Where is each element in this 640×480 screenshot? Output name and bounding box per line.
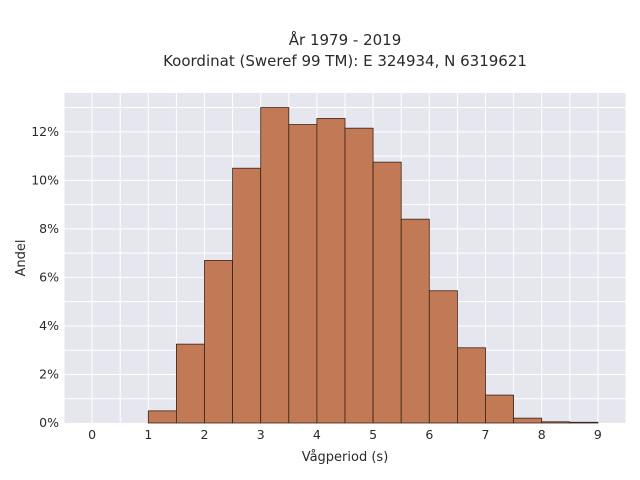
x-tick-label: 7: [482, 427, 490, 442]
histogram-bar: [204, 260, 234, 424]
histogram-bar: [428, 290, 458, 424]
histogram-bar: [485, 394, 515, 424]
y-tick-label: 12%: [31, 124, 59, 139]
histogram-bar: [541, 421, 571, 424]
histogram-bar: [456, 347, 486, 424]
histogram-bar: [175, 343, 205, 424]
chart-title-line2: Koordinat (Sweref 99 TM): E 324934, N 63…: [163, 52, 527, 70]
y-tick-labels: 0% 2% 4% 6% 8% 10% 12%: [31, 124, 59, 430]
x-tick-label: 4: [313, 427, 321, 442]
bars: [147, 107, 599, 424]
histogram-bar: [147, 410, 177, 424]
y-tick-label: 6%: [39, 269, 59, 284]
x-tick-label: 8: [538, 427, 546, 442]
x-tick-label: 1: [144, 427, 152, 442]
y-axis-label: Andel: [14, 240, 29, 277]
histogram-bar: [232, 167, 262, 424]
histogram-bar: [316, 118, 346, 424]
histogram-bar: [372, 161, 402, 424]
x-tick-labels: 0 1 2 3 4 5 6 7 8 9: [88, 427, 602, 442]
x-axis-label: Vågperiod (s): [302, 450, 389, 465]
y-tick-label: 8%: [39, 221, 59, 236]
histogram-bar: [260, 107, 290, 424]
x-tick-label: 9: [594, 427, 602, 442]
x-tick-label: 2: [201, 427, 209, 442]
chart-title-line1: År 1979 - 2019: [289, 30, 402, 49]
histogram-bar: [569, 421, 599, 424]
y-tick-label: 4%: [39, 318, 59, 333]
histogram-bar: [400, 218, 430, 424]
x-tick-label: 0: [88, 427, 96, 442]
x-tick-label: 5: [369, 427, 377, 442]
histogram-bar: [513, 417, 543, 424]
y-tick-label: 0%: [39, 415, 59, 430]
histogram-bar: [288, 124, 318, 424]
x-tick-label: 6: [425, 427, 433, 442]
y-tick-label: 2%: [39, 366, 59, 381]
x-tick-label: 3: [257, 427, 265, 442]
y-tick-label: 10%: [31, 172, 59, 187]
histogram-bar: [344, 127, 374, 424]
